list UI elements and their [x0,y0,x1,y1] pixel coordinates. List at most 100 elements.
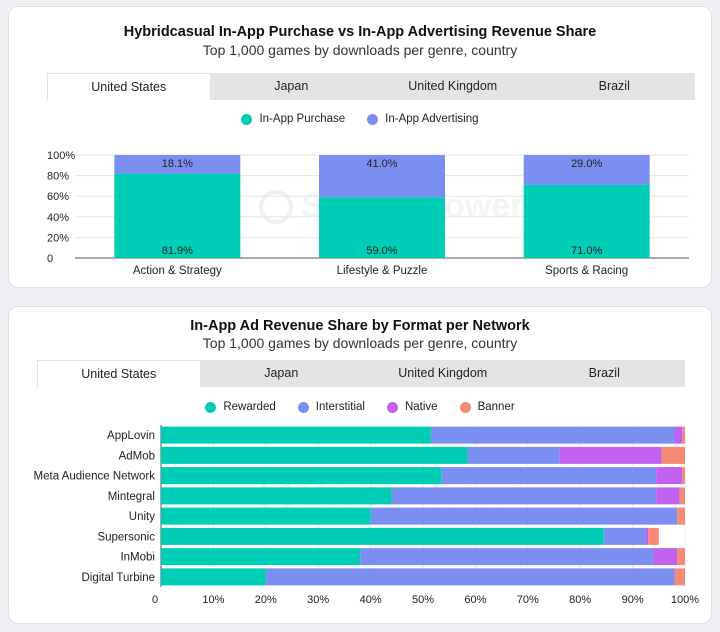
bar-segment [391,487,657,505]
x-tick-label: 90% [622,594,644,606]
bar-segment [370,507,678,525]
y-tick-label: Meta Audience Network [34,471,156,483]
legend-native[interactable]: Native [386,401,438,413]
y-tick-label: 0 [47,253,53,265]
y-tick-label: Digital Turbine [81,572,155,584]
bar-segment [114,155,241,174]
legend-interstitial[interactable]: Interstitial [297,401,365,413]
legend-swatch [459,401,471,413]
x-tick-label: Sports & Racing [545,265,628,277]
y-tick-label: AppLovin [107,430,155,442]
x-tick-label: Action & Strategy [133,265,222,277]
bar-segment [161,568,266,586]
data-label: 59.0% [366,245,397,257]
tab-united-kingdom[interactable]: United Kingdom [408,79,498,93]
tab-united-states[interactable]: United States [37,360,201,387]
tab-japan[interactable]: Japan [264,366,299,380]
bar-segment [523,155,650,185]
bar-segment [679,487,685,505]
legend-swatch [367,113,379,125]
bar-segment [603,527,646,545]
tab-united-states[interactable]: United States [47,73,211,100]
bar-segment [682,426,685,444]
y-tick-label: 60% [47,191,69,203]
y-tick-label: 40% [47,212,69,224]
bar-segment [161,507,371,525]
bar-segment [677,548,685,566]
bar-segment [653,548,678,566]
x-tick-label: 20% [255,594,277,606]
chart1-title: Hybridcasual In-App Purchase vs In-App A… [123,24,597,40]
legend-rewarded[interactable]: Rewarded [205,401,276,413]
bar-segment [523,184,650,258]
bar-segment [265,568,675,586]
chart2-plot: 0 10% 20% 30% 40% 50% 60% 70% 80% 90% 100% AppLovin… [34,425,699,606]
x-tick-label: 80% [569,594,591,606]
bar-segment [161,467,442,485]
legend-label: Native [404,401,438,413]
chart2-subtitle: Top 1,000 games by downloads per genre, … [202,335,518,351]
legend-swatch [205,401,217,413]
bar-segment [114,173,241,258]
bar-segment [360,548,654,566]
chart1-plot: 0 20% 40% 60% 80% 100% 81.9% 18.1% Action & Stra… [47,150,689,277]
chart2-country-tabs: United States Japan United Kingdom Brazi… [37,360,685,387]
y-tick-label: 100% [47,150,75,162]
bar-segment [656,467,683,485]
chart1-subtitle: Top 1,000 games by downloads per genre, … [202,42,518,58]
x-tick-label: 60% [464,594,486,606]
bar-segment [677,507,685,525]
legend-label: Interstitial [315,401,365,413]
legend-label: In-App Purchase [259,113,346,125]
bar-segment [559,446,662,464]
x-tick-label: 70% [517,594,539,606]
bar-segment [441,467,657,485]
x-tick-label: 30% [307,594,329,606]
bar-segment [319,155,445,198]
legend-swatch [297,401,309,413]
chart2-legend: Rewarded Interstitial Native Banner [9,401,711,413]
bar-segment [656,487,680,505]
legend-label: Rewarded [223,401,276,413]
y-tick-label: AdMob [119,450,155,462]
chart2-title: In-App Ad Revenue Share by Format per Ne… [190,318,530,334]
x-tick-label: 40% [360,594,382,606]
tab-united-kingdom[interactable]: United Kingdom [398,366,488,380]
y-tick-label: 80% [47,171,69,183]
data-label: 81.9% [162,245,193,257]
legend-in-app-purchase[interactable]: In-App Purchase [241,113,345,125]
legend-swatch [241,113,253,125]
y-tick-label: 20% [47,232,69,244]
y-tick-label: Mintegral [108,491,155,503]
chart1-legend: In-App Purchase In-App Advertising [9,113,711,125]
bar-segment [674,568,685,586]
bar-segment [661,446,685,464]
y-tick-label: Unity [129,511,155,523]
tab-japan[interactable]: Japan [274,79,309,93]
ad-format-by-network-card: In-App Ad Revenue Share by Format per Ne… [8,306,712,624]
x-tick-label: 0 [152,594,158,606]
chart1-country-tabs: United States Japan United Kingdom Brazi… [47,73,695,100]
bar-segment [430,426,675,444]
x-tick-label: Lifestyle & Puzzle [337,265,428,277]
bar-segment [319,197,445,258]
bar-segment [161,487,392,505]
tab-brazil[interactable]: Brazil [588,366,620,380]
bar-segment [648,527,659,545]
bar-segment [161,426,431,444]
bar-segment [645,527,649,545]
bar-segment [674,426,683,444]
legend-in-app-advertising[interactable]: In-App Advertising [367,113,479,125]
x-tick-label: 10% [202,594,224,606]
bar-segment [161,527,604,545]
legend-banner[interactable]: Banner [459,401,515,413]
data-label: 18.1% [162,158,193,170]
bar-segment [467,446,560,464]
bar-segment [161,548,361,566]
x-tick-label: 100% [671,594,699,606]
data-label: 71.0% [571,245,602,257]
legend-swatch [386,401,398,413]
tab-brazil[interactable]: Brazil [598,79,630,93]
ipa-vs-iaa-card: Hybridcasual In-App Purchase vs In-App A… [8,6,712,288]
data-label: 41.0% [366,158,397,170]
